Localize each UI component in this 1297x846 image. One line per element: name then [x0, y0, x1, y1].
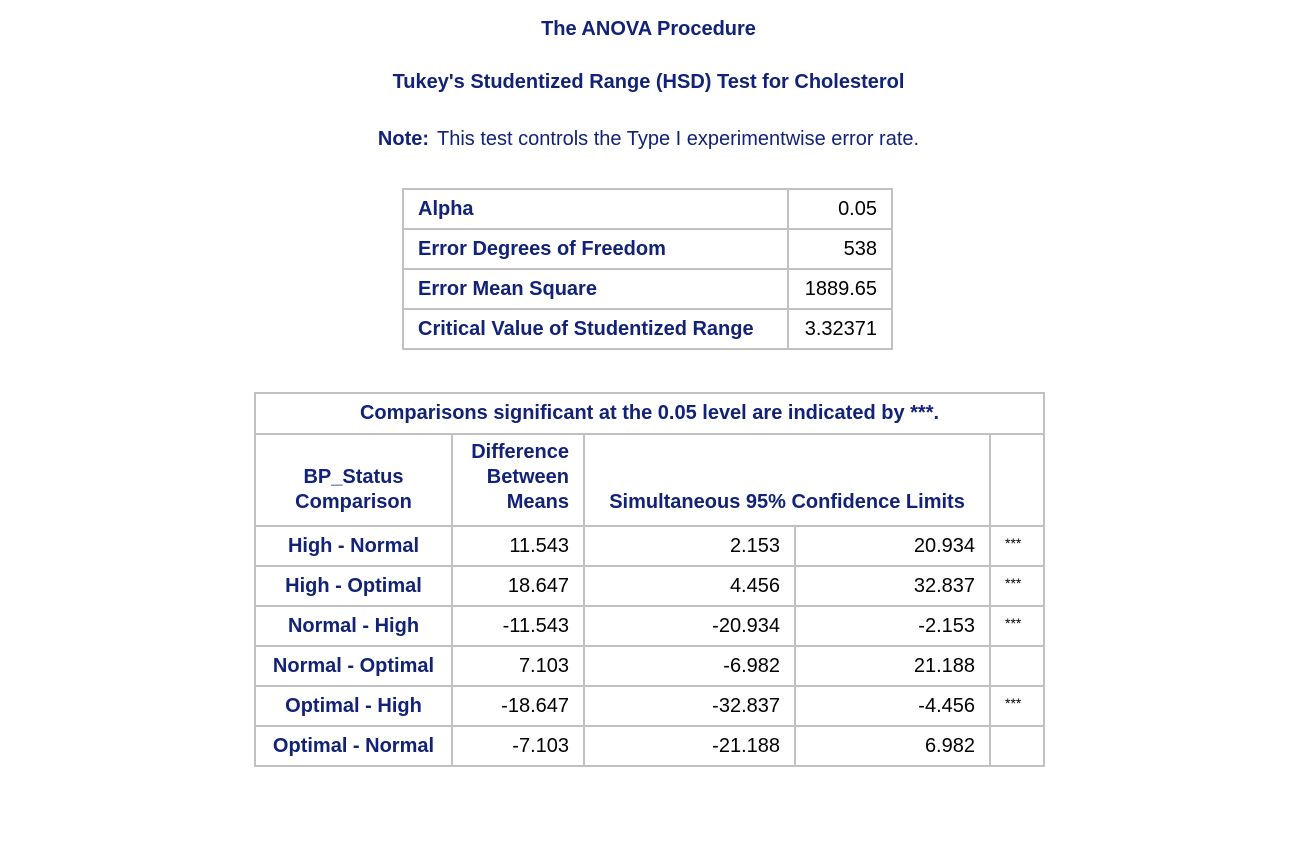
lower-limit-value: 2.153 — [583, 525, 796, 567]
difference-value: 11.543 — [451, 525, 585, 567]
comparison-label: Normal - High — [254, 605, 453, 647]
significance-column-header — [989, 433, 1045, 527]
comparison-label: High - Optimal — [254, 565, 453, 607]
upper-limit-value: -2.153 — [794, 605, 991, 647]
parameter-row: Error Degrees of Freedom 538 — [402, 228, 893, 270]
comparison-label: Normal - Optimal — [254, 645, 453, 687]
lower-limit-value: -32.837 — [583, 685, 796, 727]
lower-limit-value: 4.456 — [583, 565, 796, 607]
difference-value: -7.103 — [451, 725, 585, 767]
difference-value: 7.103 — [451, 645, 585, 687]
difference-value: 18.647 — [451, 565, 585, 607]
lower-limit-value: -6.982 — [583, 645, 796, 687]
table-row: Normal - Optimal 7.103 -6.982 21.188 — [254, 645, 1045, 687]
confidence-limits-header: Simultaneous 95% Confidence Limits — [583, 433, 991, 527]
parameter-label: Critical Value of Studentized Range — [402, 308, 789, 350]
table-row: Normal - High -11.543 -20.934 -2.153 *** — [254, 605, 1045, 647]
significance-marker: *** — [989, 605, 1045, 647]
comparisons-caption-row: Comparisons significant at the 0.05 leve… — [254, 392, 1045, 435]
parameter-row: Critical Value of Studentized Range 3.32… — [402, 308, 893, 350]
parameter-label: Alpha — [402, 188, 789, 230]
difference-header-line1: Difference — [471, 441, 569, 463]
comparison-column-header: BP_Status Comparison — [254, 433, 453, 527]
difference-header-line2: Between — [486, 466, 569, 488]
comparison-header-line2: Comparison — [295, 491, 412, 513]
table-row: High - Normal 11.543 2.153 20.934 *** — [254, 525, 1045, 567]
upper-limit-value: 32.837 — [794, 565, 991, 607]
significance-marker: *** — [989, 685, 1045, 727]
significance-marker — [989, 725, 1045, 767]
comparisons-header-row: BP_Status Comparison Difference Between … — [254, 433, 1045, 527]
comparison-label: Optimal - High — [254, 685, 453, 727]
note-text: This test controls the Type I experiment… — [437, 128, 920, 150]
parameter-value: 538 — [787, 228, 893, 270]
upper-limit-value: 21.188 — [794, 645, 991, 687]
difference-header-line3: Means — [506, 491, 569, 513]
significance-marker — [989, 645, 1045, 687]
significance-marker: *** — [989, 565, 1045, 607]
table-row: Optimal - High -18.647 -32.837 -4.456 **… — [254, 685, 1045, 727]
parameter-value: 0.05 — [787, 188, 893, 230]
comparison-label: Optimal - Normal — [254, 725, 453, 767]
lower-limit-value: -20.934 — [583, 605, 796, 647]
comparisons-caption: Comparisons significant at the 0.05 leve… — [254, 392, 1045, 435]
comparisons-table: Comparisons significant at the 0.05 leve… — [254, 392, 1045, 767]
parameter-label: Error Mean Square — [402, 268, 789, 310]
comparison-label: High - Normal — [254, 525, 453, 567]
parameter-label: Error Degrees of Freedom — [402, 228, 789, 270]
upper-limit-value: 20.934 — [794, 525, 991, 567]
parameter-row: Error Mean Square 1889.65 — [402, 268, 893, 310]
difference-value: -11.543 — [451, 605, 585, 647]
parameter-value: 1889.65 — [787, 268, 893, 310]
parameter-value: 3.32371 — [787, 308, 893, 350]
procedure-title: The ANOVA Procedure — [541, 18, 756, 40]
parameters-table: Alpha 0.05 Error Degrees of Freedom 538 … — [402, 188, 893, 350]
upper-limit-value: 6.982 — [794, 725, 991, 767]
parameter-row: Alpha 0.05 — [402, 188, 893, 230]
note-line: Note: This test controls the Type I exper… — [0, 128, 1297, 151]
table-row: High - Optimal 18.647 4.456 32.837 *** — [254, 565, 1045, 607]
table-row: Optimal - Normal -7.103 -21.188 6.982 — [254, 725, 1045, 767]
significance-marker: *** — [989, 525, 1045, 567]
difference-value: -18.647 — [451, 685, 585, 727]
lower-limit-value: -21.188 — [583, 725, 796, 767]
test-title: Tukey's Studentized Range (HSD) Test for… — [392, 71, 905, 93]
comparison-header-line1: BP_Status — [303, 466, 404, 488]
upper-limit-value: -4.456 — [794, 685, 991, 727]
note-label: Note: — [377, 128, 430, 150]
difference-column-header: Difference Between Means — [451, 433, 585, 527]
